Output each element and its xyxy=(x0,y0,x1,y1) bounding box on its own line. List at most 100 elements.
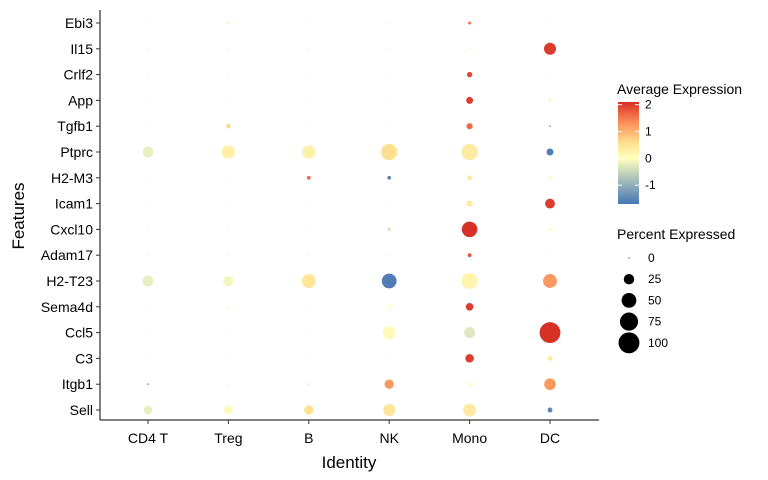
y-tick-label: Cxcl10 xyxy=(50,221,93,237)
dot-point xyxy=(227,254,229,256)
dot-point xyxy=(147,306,149,308)
dot-point xyxy=(384,379,394,389)
dot-point xyxy=(548,176,552,180)
x-tick-label: B xyxy=(304,430,313,446)
dot-point xyxy=(546,148,554,156)
dot-point xyxy=(388,203,390,205)
y-tick-label: Ptprc xyxy=(60,144,93,160)
dot-point xyxy=(388,22,390,24)
size-legend-dot xyxy=(628,257,630,259)
dot-point xyxy=(308,228,310,230)
dot-point xyxy=(227,383,229,385)
dot-point xyxy=(383,403,396,417)
dot-point xyxy=(224,405,233,415)
color-legend-title: Average Expression xyxy=(617,81,742,97)
x-tick-label: DC xyxy=(540,430,560,446)
dot-point xyxy=(227,332,229,334)
dot-point xyxy=(388,48,390,50)
dot-point xyxy=(147,177,149,179)
y-tick-label: Sell xyxy=(70,402,93,418)
dot-point xyxy=(147,203,149,205)
dot-point xyxy=(308,125,310,127)
dot-point xyxy=(227,305,230,308)
size-legend-label: 75 xyxy=(648,315,662,329)
color-legend-label: 0 xyxy=(645,151,652,165)
dot-point xyxy=(549,74,551,76)
dot-point xyxy=(461,143,478,161)
dot-point xyxy=(227,99,229,101)
dot-point xyxy=(227,228,229,230)
dot-point xyxy=(466,71,473,78)
y-tick-label: H2-M3 xyxy=(51,170,93,186)
dot-point xyxy=(548,227,552,231)
dot-point xyxy=(388,254,390,256)
dot-point xyxy=(382,326,396,340)
size-legend-label: 50 xyxy=(648,293,662,307)
dot-point xyxy=(306,175,311,180)
y-tick-label: C3 xyxy=(75,350,93,366)
dot-point xyxy=(147,332,149,334)
dot-point xyxy=(549,306,551,308)
dot-point xyxy=(146,383,150,386)
size-legend: Percent Expressed 0 25 50 75 100 xyxy=(617,226,735,354)
dot-point xyxy=(549,22,551,24)
plot-panel xyxy=(99,10,599,421)
y-tick-label: Icam1 xyxy=(55,196,93,212)
dot-point xyxy=(308,48,310,50)
dot-point xyxy=(547,407,553,413)
size-legend-title: Percent Expressed xyxy=(617,226,735,242)
color-legend: Average Expression 2 1 0 -1 xyxy=(617,81,742,204)
color-legend-label: 2 xyxy=(645,98,652,112)
dot-point xyxy=(227,177,229,179)
size-legend-dot xyxy=(619,312,639,331)
dot-point xyxy=(302,145,316,159)
x-tick-label: Treg xyxy=(214,430,242,446)
dot-point xyxy=(466,200,473,207)
y-tick-label: Ccl5 xyxy=(65,325,93,341)
data-points xyxy=(142,21,561,417)
dot-point xyxy=(464,327,476,339)
size-legend-label: 100 xyxy=(648,336,668,350)
x-tick-label: NK xyxy=(379,430,399,446)
size-legend-dot xyxy=(618,332,640,354)
dot-point xyxy=(227,48,229,50)
dot-point xyxy=(387,304,392,309)
dot-point xyxy=(466,96,474,104)
dot-point xyxy=(308,254,310,256)
dot-point xyxy=(308,74,310,76)
dot-point xyxy=(381,273,397,289)
dot-point xyxy=(227,203,229,205)
dot-point xyxy=(308,99,310,101)
x-axis: CD4 T Treg B NK Mono DC xyxy=(128,420,560,446)
dot-point xyxy=(147,228,149,230)
dot-point xyxy=(539,322,561,344)
dot-point xyxy=(301,274,316,288)
dot-point xyxy=(308,306,310,308)
dot-point xyxy=(545,198,555,209)
y-tick-label: Itgb1 xyxy=(62,376,93,392)
dot-point xyxy=(387,175,392,180)
dot-point xyxy=(467,175,473,181)
dot-point xyxy=(147,125,149,127)
y-axis: Ebi3 Il15 Crlf2 App Tgfb1 Ptprc H2-M3 Icam1 Cxcl… xyxy=(41,15,100,418)
y-tick-label: Il15 xyxy=(70,41,93,57)
dot-point xyxy=(468,21,472,25)
dot-point xyxy=(227,74,229,76)
y-tick-label: Ebi3 xyxy=(65,15,93,31)
x-tick-label: CD4 T xyxy=(128,430,169,446)
dot-point xyxy=(388,125,390,127)
y-tick-label: Crlf2 xyxy=(63,67,93,83)
dot-point xyxy=(307,383,310,386)
dot-point xyxy=(147,99,149,101)
y-axis-title: Features xyxy=(9,182,28,249)
dot-point xyxy=(544,378,556,391)
x-tick-label: Mono xyxy=(452,430,487,446)
dot-point xyxy=(142,146,154,158)
dot-point xyxy=(549,254,551,256)
dot-point xyxy=(465,354,474,363)
dot-point xyxy=(381,143,398,161)
dot-point xyxy=(548,125,552,128)
dot-point xyxy=(227,357,229,359)
dot-point xyxy=(147,48,149,50)
